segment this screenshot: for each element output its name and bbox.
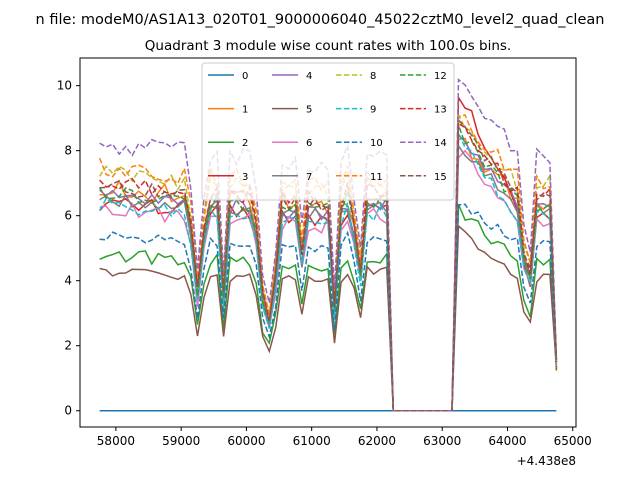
x-tick-label: 60000 <box>227 434 265 448</box>
y-tick-label: 6 <box>64 209 72 223</box>
x-tick-label: 62000 <box>358 434 396 448</box>
legend-label-11: 11 <box>370 172 383 183</box>
series-line-7 <box>99 143 558 412</box>
legend-box <box>201 62 455 201</box>
y-tick-label: 10 <box>57 79 72 93</box>
series-line-12 <box>98 124 558 412</box>
y-tick-label: 2 <box>64 339 72 353</box>
y-axis: 0 2 4 6 8 10 <box>57 79 80 418</box>
series-line-2 <box>99 204 558 412</box>
legend-label-13: 13 <box>434 105 447 116</box>
legend-label-8: 8 <box>370 71 376 82</box>
y-tick-label: 4 <box>64 274 72 288</box>
series-line-10 <box>99 203 558 412</box>
legend-label-7: 7 <box>306 172 312 183</box>
x-tick-label: 63000 <box>423 434 461 448</box>
plot-frame <box>79 57 577 428</box>
legend-label-4: 4 <box>306 71 312 82</box>
x-tick-label: 58000 <box>97 434 135 448</box>
x-tick-label: 64000 <box>488 434 526 448</box>
series-line-15 <box>99 118 558 412</box>
x-tick-label: 61000 <box>293 434 331 448</box>
legend-label-12: 12 <box>434 71 447 82</box>
x-axis: 58000 59000 60000 61000 62000 63000 64000 65000 <box>97 427 592 448</box>
legend-label-6: 6 <box>306 138 312 149</box>
x-offset-label: +4.438e8 <box>517 454 576 468</box>
legend-label-3: 3 <box>242 172 248 183</box>
legend-label-2: 2 <box>242 138 248 149</box>
x-tick-label: 65000 <box>554 434 592 448</box>
chart-suptitle: n file: modeM0/AS1A13_020T01_9000006040_… <box>36 12 605 28</box>
y-tick-label: 0 <box>64 404 72 418</box>
legend-label-5: 5 <box>306 105 312 116</box>
chart-title: Quadrant 3 module wise count rates with … <box>145 38 511 54</box>
legend-label-15: 15 <box>434 172 447 183</box>
y-tick-label: 8 <box>64 144 72 158</box>
legend-label-0: 0 <box>242 71 248 82</box>
legend-label-1: 1 <box>242 105 248 116</box>
x-tick-label: 59000 <box>162 434 200 448</box>
legend-label-14: 14 <box>434 138 447 149</box>
legend-label-9: 9 <box>370 105 376 116</box>
series-line-9 <box>98 132 558 412</box>
series-line-5 <box>99 224 558 412</box>
legend-label-10: 10 <box>370 138 383 149</box>
